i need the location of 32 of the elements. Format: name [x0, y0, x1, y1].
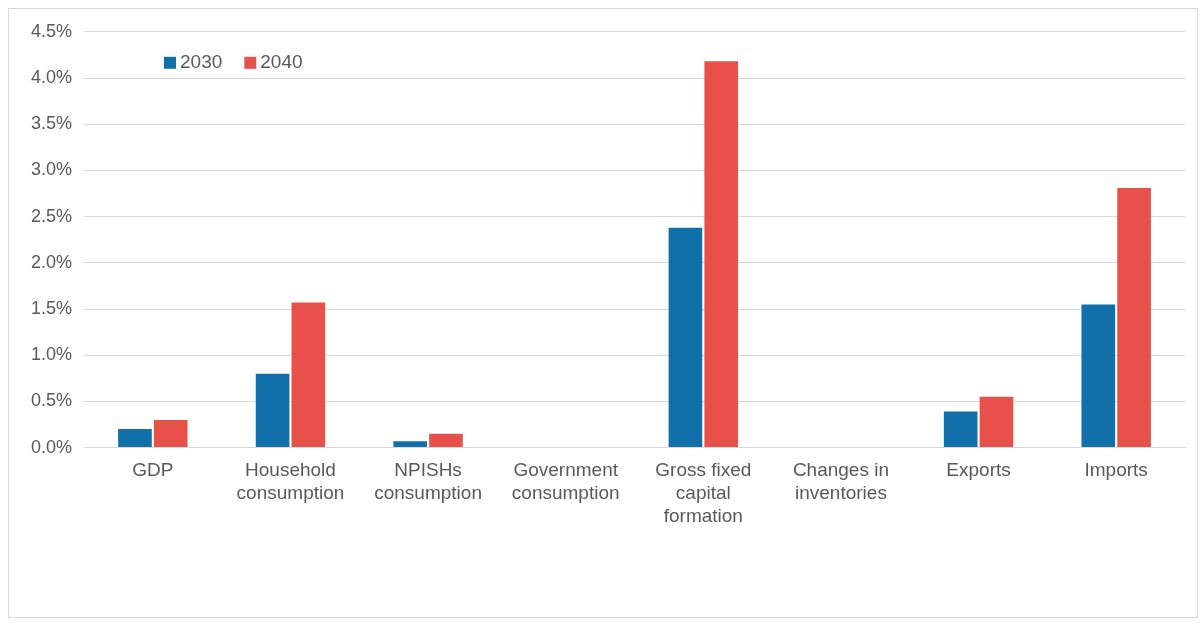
x-tick-label: NPISHs consumption [374, 459, 482, 504]
bar [943, 411, 978, 448]
bar [704, 61, 739, 448]
bar [668, 227, 703, 448]
x-tick-label: Imports [1084, 459, 1148, 481]
bar [255, 373, 290, 448]
bar [1081, 304, 1116, 448]
y-tick-label: 0.5% [31, 390, 73, 411]
x-tick-label: Exports [946, 459, 1011, 481]
x-tick-label: GDP [132, 459, 174, 481]
y-tick-label: 1.0% [31, 344, 73, 365]
x-tick-label: Changes in inventories [792, 459, 890, 504]
bar [979, 396, 1014, 448]
legend-label: 2030 [180, 51, 223, 73]
bar [118, 429, 152, 448]
bar [1117, 187, 1151, 448]
y-tick-label: 0.0% [31, 436, 73, 457]
bar [393, 441, 428, 448]
legend-label: 2040 [260, 51, 303, 73]
bar [429, 433, 463, 448]
bar [291, 302, 326, 448]
x-tick-label: Household consumption [236, 459, 345, 504]
y-tick-label: 3.0% [31, 159, 73, 180]
y-tick-label: 3.5% [31, 113, 73, 134]
bar [153, 419, 188, 448]
y-tick-label: 2.0% [31, 251, 73, 272]
x-tick-label: Government consumption [511, 459, 620, 504]
y-tick-label: 4.0% [31, 66, 73, 87]
x-tick-label: Gross fixed capital formation [655, 459, 752, 526]
y-tick-label: 4.5% [31, 20, 73, 41]
y-tick-label: 1.5% [31, 297, 73, 318]
y-tick-label: 2.5% [31, 205, 73, 226]
